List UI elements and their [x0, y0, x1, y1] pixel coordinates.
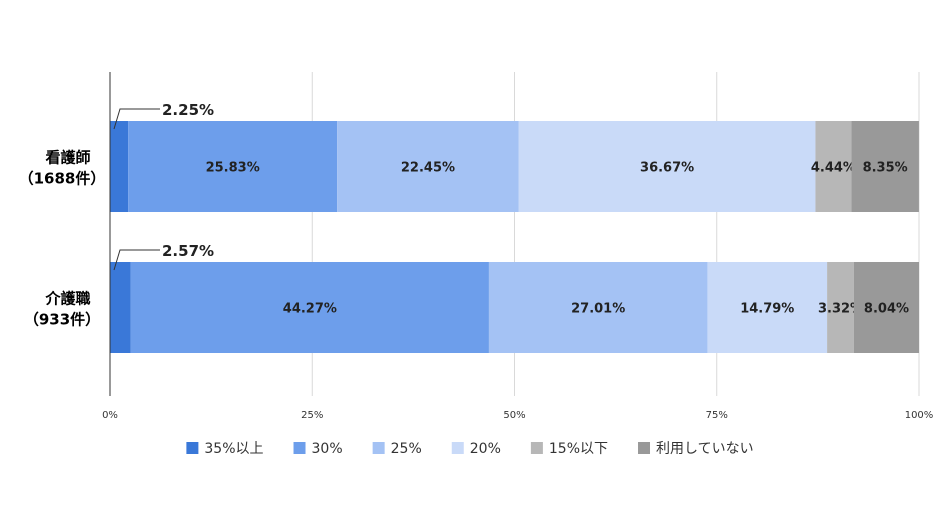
legend-swatch — [186, 442, 199, 454]
data-label: 27.01% — [571, 302, 625, 317]
legend: 35%以上 30% 25% 20% 15%以下 利用していない — [186, 441, 754, 457]
x-tick-label: 75% — [706, 410, 728, 421]
category-label: 介護職 — [44, 290, 90, 308]
legend-swatch — [451, 442, 464, 454]
bar-segment — [488, 262, 708, 353]
data-label: 44.27% — [283, 302, 337, 317]
data-label: 2.57% — [162, 242, 214, 260]
data-label: 22.45% — [401, 161, 455, 176]
legend-label: 35%以上 — [204, 441, 263, 457]
legend-swatch — [293, 442, 306, 454]
data-label: 2.25% — [162, 101, 214, 119]
bar-segment — [827, 262, 854, 353]
legend-item: 15%以下 — [530, 441, 608, 457]
legend-label: 25% — [391, 441, 422, 457]
category-labels: 看護師 （1688件） 介護職 （933件） — [19, 149, 106, 329]
data-label: 3.32% — [818, 302, 863, 317]
data-label: 14.79% — [740, 302, 794, 317]
bar-segment — [815, 121, 852, 212]
data-label: 4.44% — [811, 161, 856, 176]
legend-item: 30% — [293, 441, 343, 457]
bar-segment — [707, 262, 828, 353]
legend-swatch — [372, 442, 385, 454]
x-tick-label: 100% — [905, 410, 934, 421]
bar-segment — [110, 262, 131, 353]
category-label: 看護師 — [45, 149, 90, 167]
x-tick-label: 50% — [503, 410, 525, 421]
legend-item: 25% — [372, 441, 422, 457]
data-label: 36.67% — [640, 161, 694, 176]
legend-swatch — [530, 442, 543, 454]
bars: 2.25% 25.83% 22.45% 36.67% 4.44% 8.35% 2.57% 44… — [110, 101, 919, 353]
legend-label: 30% — [312, 441, 343, 457]
legend-label: 15%以下 — [549, 441, 608, 457]
data-label: 8.35% — [863, 161, 908, 176]
legend-item: 20% — [451, 441, 501, 457]
bar-segment — [853, 262, 919, 353]
data-label: 8.04% — [864, 302, 909, 317]
legend-label: 利用していない — [656, 441, 754, 457]
legend-swatch — [638, 442, 651, 454]
legend-label: 20% — [470, 441, 501, 457]
bar-segment — [128, 121, 338, 212]
callout-leader-line — [113, 249, 160, 271]
callout-leader-line — [113, 108, 160, 130]
bar-segment — [851, 121, 919, 212]
x-tick-label: 0% — [102, 410, 118, 421]
x-tick-label: 25% — [301, 410, 323, 421]
bar-segment — [518, 121, 816, 212]
legend-item: 利用していない — [638, 441, 754, 457]
bar-segment — [130, 262, 489, 353]
category-label: （933件） — [24, 311, 100, 329]
bar-segment — [110, 121, 129, 212]
x-axis-ticks: 0% 25% 50% 75% 100% — [102, 410, 933, 421]
bar-segment — [337, 121, 519, 212]
category-label: （1688件） — [19, 170, 106, 188]
data-label: 25.83% — [206, 161, 260, 176]
legend-item: 35%以上 — [186, 441, 264, 457]
